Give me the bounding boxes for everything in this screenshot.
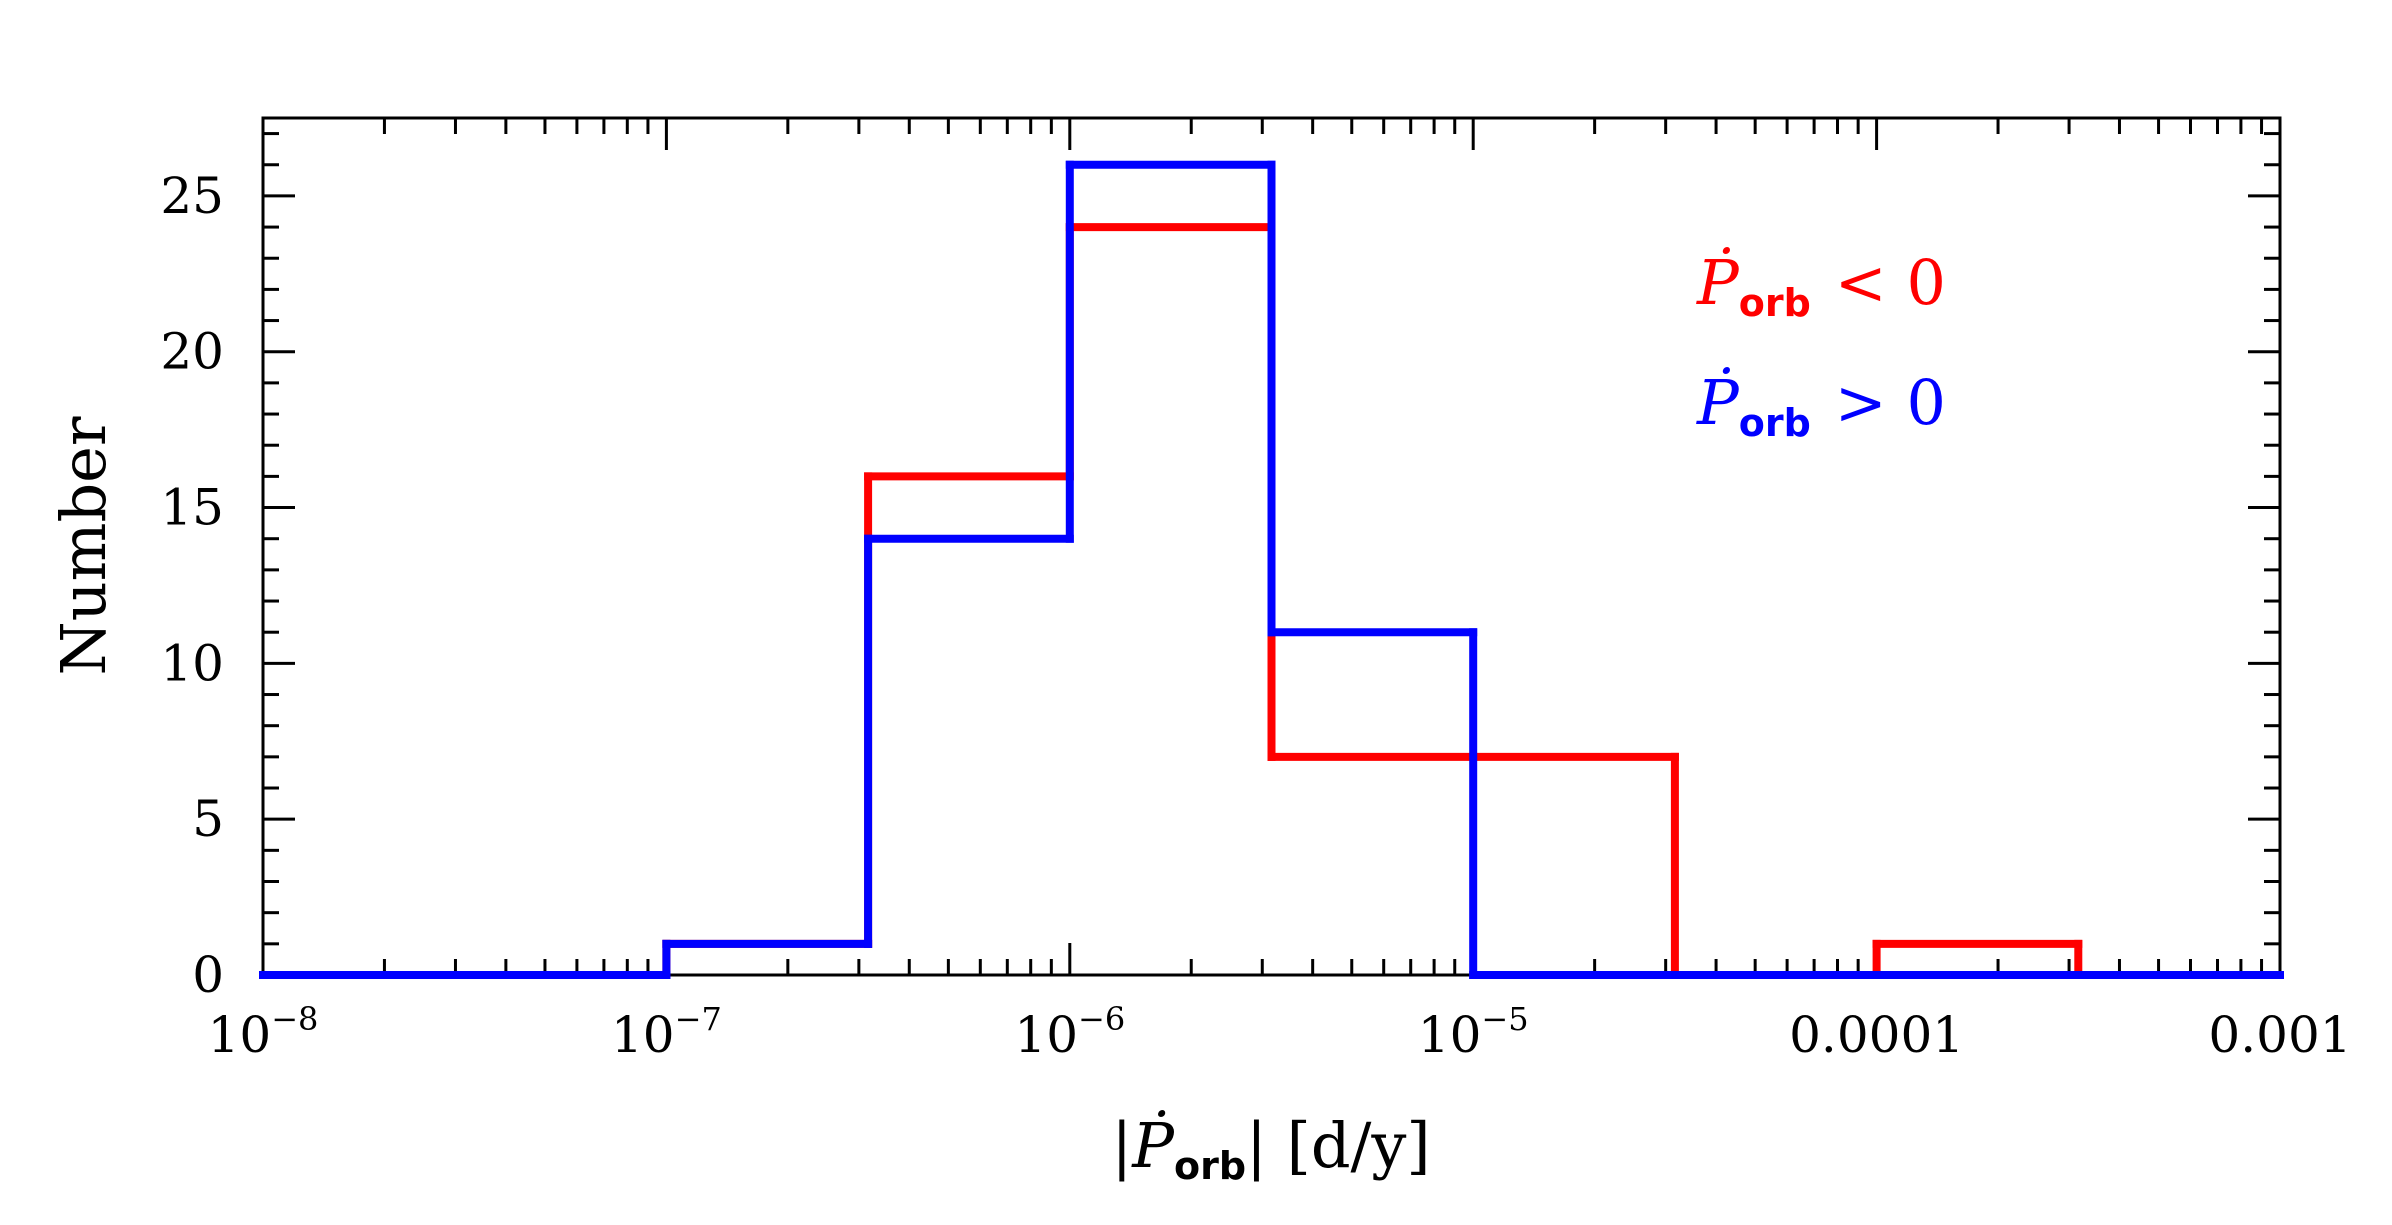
series-1 xyxy=(259,160,2284,979)
x-axis-subscript: orb xyxy=(1174,1144,1246,1188)
legend-symbol: Ṗ xyxy=(1696,366,1740,439)
x-tick-label: 10−5 xyxy=(1418,1000,1529,1064)
axis-ticks xyxy=(261,118,2282,977)
x-tick-label: 0.001 xyxy=(2208,1006,2351,1064)
y-tick-label: 5 xyxy=(192,790,224,848)
legend-subscript: orb xyxy=(1739,281,1811,325)
legend-relation: < 0 xyxy=(1835,246,1946,319)
histogram-series xyxy=(259,160,2284,979)
x-axis-title: |Ṗorb| [d/y] xyxy=(1111,1109,1430,1188)
y-tick-label: 10 xyxy=(160,634,224,692)
y-tick-label: 0 xyxy=(192,946,224,1004)
x-tick-label: 0.0001 xyxy=(1789,1006,1964,1064)
plot-frame xyxy=(261,116,2282,977)
x-tick-label: 10−7 xyxy=(611,1000,722,1064)
y-tick-label: 25 xyxy=(160,167,224,225)
y-tick-labels: 0 5 10 15 20 25 xyxy=(160,167,224,1004)
x-axis-unit: | [d/y] xyxy=(1246,1109,1431,1182)
legend-subscript: orb xyxy=(1739,401,1811,445)
legend-symbol: Ṗ xyxy=(1696,246,1740,319)
y-axis-title: Number xyxy=(47,416,120,675)
x-tick-labels: 10−8 10−7 10−6 10−5 0.0001 0.001 xyxy=(208,1000,2352,1064)
legend-entry-positive: Ṗorb > 0 xyxy=(1696,366,1946,445)
legend-relation: > 0 xyxy=(1835,366,1946,439)
legend-entry-negative: Ṗorb < 0 xyxy=(1696,246,1946,325)
legend: Ṗorb < 0 Ṗorb > 0 xyxy=(1696,246,1946,445)
y-tick-label: 15 xyxy=(160,479,224,537)
y-tick-label: 20 xyxy=(160,323,224,381)
x-tick-label: 10−8 xyxy=(208,1000,319,1064)
x-tick-label: 10−6 xyxy=(1014,1000,1125,1064)
x-axis-symbol: |Ṗ xyxy=(1111,1109,1175,1182)
